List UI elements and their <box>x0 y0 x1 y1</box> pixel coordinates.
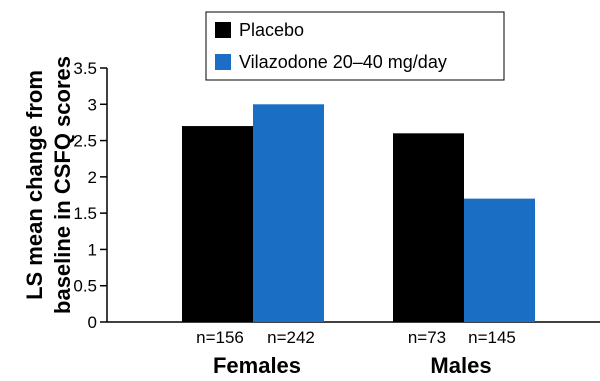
x-labels: n=156 n=242 Females n=73 n=145 Males <box>196 328 516 378</box>
n-label: n=242 <box>267 328 315 347</box>
y-tick-label: 3.5 <box>73 59 97 78</box>
legend-swatch-placebo <box>215 22 231 38</box>
bar-females-vilazodone <box>253 104 324 323</box>
legend-box <box>205 11 505 81</box>
y-tick-label: 0 <box>88 313 97 332</box>
bar-females-placebo <box>182 126 253 322</box>
y-axis-title-line2: baseline in CSFQ scores <box>50 56 75 314</box>
y-tick-label: 2 <box>88 168 97 187</box>
y-tick-label: 2.5 <box>73 132 97 151</box>
legend-swatch-vilazodone <box>215 54 231 70</box>
group-label-females: Females <box>213 353 301 378</box>
y-tick-label: 3 <box>88 95 97 114</box>
n-label: n=156 <box>196 328 244 347</box>
y-axis-title: LS mean change from baseline in CSFQ sco… <box>22 56 75 314</box>
legend-label-vilazodone: Vilazodone 20–40 mg/day <box>239 52 447 72</box>
n-label: n=73 <box>408 328 446 347</box>
y-tick-label: 1 <box>88 240 97 259</box>
bars <box>182 104 535 323</box>
y-tick-label: 1.5 <box>73 204 97 223</box>
y-ticks: 0 0.5 1 1.5 2 2.5 3 3.5 <box>73 59 107 332</box>
bar-males-vilazodone <box>464 198 535 322</box>
group-label-males: Males <box>430 353 491 378</box>
bar-males-placebo <box>393 133 464 322</box>
y-axis-title-line1: LS mean change from <box>22 70 47 300</box>
y-tick-label: 0.5 <box>73 277 97 296</box>
n-label: n=145 <box>468 328 516 347</box>
legend: Placebo Vilazodone 20–40 mg/day <box>205 11 505 81</box>
legend-label-placebo: Placebo <box>239 20 304 40</box>
